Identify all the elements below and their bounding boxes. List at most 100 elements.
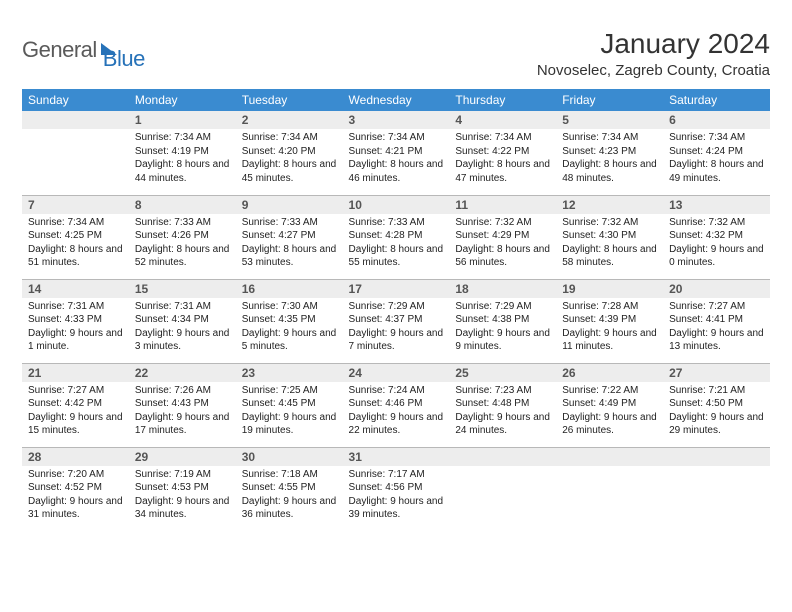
day-number: 20 [663,280,770,298]
calendar-head: SundayMondayTuesdayWednesdayThursdayFrid… [22,89,770,111]
daylight-text: Daylight: 9 hours and 29 minutes. [669,411,764,438]
sunrise-text: Sunrise: 7:25 AM [242,384,337,398]
sunset-text: Sunset: 4:21 PM [349,145,444,159]
calendar-cell: 11Sunrise: 7:32 AMSunset: 4:29 PMDayligh… [449,195,556,279]
calendar-cell: 18Sunrise: 7:29 AMSunset: 4:38 PMDayligh… [449,279,556,363]
day-number: 26 [556,364,663,382]
day-detail: Sunrise: 7:34 AMSunset: 4:25 PMDaylight:… [22,214,129,274]
sunrise-text: Sunrise: 7:31 AM [135,300,230,314]
calendar-cell: 25Sunrise: 7:23 AMSunset: 4:48 PMDayligh… [449,363,556,447]
day-number: 21 [22,364,129,382]
sunrise-text: Sunrise: 7:34 AM [242,131,337,145]
sunrise-text: Sunrise: 7:34 AM [562,131,657,145]
sunrise-text: Sunrise: 7:27 AM [28,384,123,398]
sunrise-text: Sunrise: 7:29 AM [349,300,444,314]
calendar-cell: 4Sunrise: 7:34 AMSunset: 4:22 PMDaylight… [449,111,556,195]
weekday-header: Tuesday [236,89,343,111]
location: Novoselec, Zagreb County, Croatia [537,62,770,79]
day-number: 27 [663,364,770,382]
calendar-cell: 23Sunrise: 7:25 AMSunset: 4:45 PMDayligh… [236,363,343,447]
day-number: 3 [343,111,450,129]
sunset-text: Sunset: 4:33 PM [28,313,123,327]
calendar-cell: 15Sunrise: 7:31 AMSunset: 4:34 PMDayligh… [129,279,236,363]
daylight-text: Daylight: 9 hours and 17 minutes. [135,411,230,438]
calendar-cell [449,447,556,531]
day-number: 10 [343,196,450,214]
day-detail: Sunrise: 7:34 AMSunset: 4:22 PMDaylight:… [449,129,556,189]
day-detail: Sunrise: 7:18 AMSunset: 4:55 PMDaylight:… [236,466,343,526]
day-number: 5 [556,111,663,129]
daylight-text: Daylight: 8 hours and 47 minutes. [455,158,550,185]
day-detail: Sunrise: 7:31 AMSunset: 4:34 PMDaylight:… [129,298,236,358]
day-number: 14 [22,280,129,298]
title-block: January 2024 Novoselec, Zagreb County, C… [537,28,770,79]
sunrise-text: Sunrise: 7:33 AM [349,216,444,230]
day-detail: Sunrise: 7:24 AMSunset: 4:46 PMDaylight:… [343,382,450,442]
sunset-text: Sunset: 4:22 PM [455,145,550,159]
daylight-text: Daylight: 9 hours and 22 minutes. [349,411,444,438]
daylight-text: Daylight: 9 hours and 9 minutes. [455,327,550,354]
daylight-text: Daylight: 9 hours and 11 minutes. [562,327,657,354]
day-detail: Sunrise: 7:33 AMSunset: 4:27 PMDaylight:… [236,214,343,274]
sunrise-text: Sunrise: 7:34 AM [28,216,123,230]
sunset-text: Sunset: 4:37 PM [349,313,444,327]
day-detail: Sunrise: 7:27 AMSunset: 4:42 PMDaylight:… [22,382,129,442]
logo-text-part1: General [22,37,97,63]
sunset-text: Sunset: 4:39 PM [562,313,657,327]
day-number: 25 [449,364,556,382]
day-number: 11 [449,196,556,214]
month-title: January 2024 [537,28,770,60]
day-number-empty [663,448,770,466]
day-number: 28 [22,448,129,466]
day-number-empty [556,448,663,466]
daylight-text: Daylight: 9 hours and 19 minutes. [242,411,337,438]
calendar-cell: 30Sunrise: 7:18 AMSunset: 4:55 PMDayligh… [236,447,343,531]
day-detail: Sunrise: 7:29 AMSunset: 4:37 PMDaylight:… [343,298,450,358]
day-number: 18 [449,280,556,298]
sunset-text: Sunset: 4:25 PM [28,229,123,243]
sunrise-text: Sunrise: 7:31 AM [28,300,123,314]
day-number: 15 [129,280,236,298]
weekday-header: Saturday [663,89,770,111]
header: General Blue January 2024 Novoselec, Zag… [22,28,770,79]
day-number: 23 [236,364,343,382]
sunrise-text: Sunrise: 7:32 AM [562,216,657,230]
day-number: 1 [129,111,236,129]
day-detail: Sunrise: 7:34 AMSunset: 4:20 PMDaylight:… [236,129,343,189]
daylight-text: Daylight: 9 hours and 0 minutes. [669,243,764,270]
day-number: 13 [663,196,770,214]
sunset-text: Sunset: 4:42 PM [28,397,123,411]
sunrise-text: Sunrise: 7:27 AM [669,300,764,314]
sunrise-text: Sunrise: 7:22 AM [562,384,657,398]
calendar-cell: 1Sunrise: 7:34 AMSunset: 4:19 PMDaylight… [129,111,236,195]
sunrise-text: Sunrise: 7:34 AM [455,131,550,145]
daylight-text: Daylight: 9 hours and 39 minutes. [349,495,444,522]
weekday-header: Friday [556,89,663,111]
sunset-text: Sunset: 4:43 PM [135,397,230,411]
calendar-cell: 17Sunrise: 7:29 AMSunset: 4:37 PMDayligh… [343,279,450,363]
sunrise-text: Sunrise: 7:34 AM [669,131,764,145]
sunset-text: Sunset: 4:46 PM [349,397,444,411]
sunrise-text: Sunrise: 7:26 AM [135,384,230,398]
calendar-cell [22,111,129,195]
daylight-text: Daylight: 9 hours and 13 minutes. [669,327,764,354]
day-number: 6 [663,111,770,129]
sunset-text: Sunset: 4:38 PM [455,313,550,327]
sunset-text: Sunset: 4:55 PM [242,481,337,495]
sunset-text: Sunset: 4:19 PM [135,145,230,159]
day-detail: Sunrise: 7:17 AMSunset: 4:56 PMDaylight:… [343,466,450,526]
day-detail: Sunrise: 7:22 AMSunset: 4:49 PMDaylight:… [556,382,663,442]
calendar-cell: 10Sunrise: 7:33 AMSunset: 4:28 PMDayligh… [343,195,450,279]
day-detail: Sunrise: 7:32 AMSunset: 4:32 PMDaylight:… [663,214,770,274]
day-detail: Sunrise: 7:33 AMSunset: 4:26 PMDaylight:… [129,214,236,274]
calendar-table: SundayMondayTuesdayWednesdayThursdayFrid… [22,89,770,531]
daylight-text: Daylight: 9 hours and 15 minutes. [28,411,123,438]
daylight-text: Daylight: 8 hours and 48 minutes. [562,158,657,185]
sunset-text: Sunset: 4:29 PM [455,229,550,243]
calendar-cell: 5Sunrise: 7:34 AMSunset: 4:23 PMDaylight… [556,111,663,195]
day-number: 12 [556,196,663,214]
day-number: 17 [343,280,450,298]
weekday-header: Wednesday [343,89,450,111]
sunset-text: Sunset: 4:34 PM [135,313,230,327]
calendar-cell: 21Sunrise: 7:27 AMSunset: 4:42 PMDayligh… [22,363,129,447]
